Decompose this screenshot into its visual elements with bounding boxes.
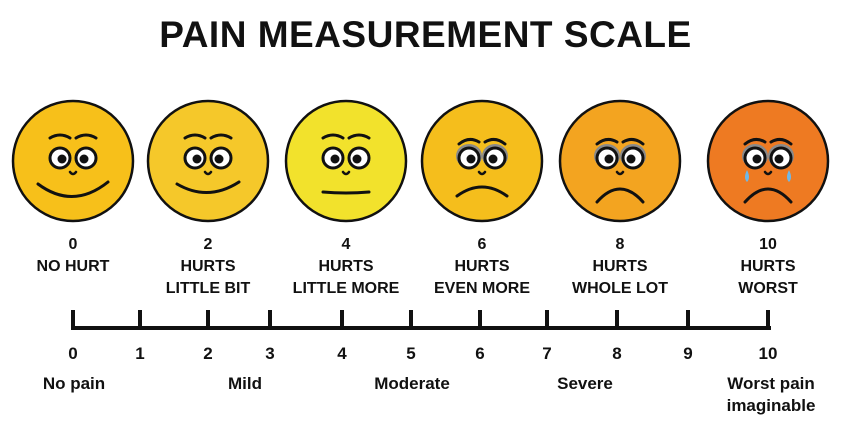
scale-tick <box>71 310 75 330</box>
scale-tick-label: 2 <box>203 344 213 363</box>
scale-tick <box>766 310 770 330</box>
face-number: 6 <box>477 236 487 253</box>
face-label-line2: LITTLE BIT <box>165 280 251 297</box>
category-moderate: Moderate <box>352 373 472 395</box>
scale-tick <box>206 310 210 330</box>
face-0-icon <box>11 99 135 223</box>
scale-tick-label: 4 <box>337 344 347 363</box>
scale-tick <box>409 310 413 330</box>
face-10-icon <box>706 99 830 223</box>
face-2 <box>145 98 271 224</box>
face-6 <box>419 98 545 224</box>
scale-line <box>73 326 771 330</box>
face-8 <box>557 98 683 224</box>
face-4 <box>283 98 409 224</box>
scale-tick <box>545 310 549 330</box>
category-no-pain: No pain <box>34 373 114 395</box>
category-worst-pain: Worst pain imaginable <box>708 373 834 417</box>
face-label-line2: WHOLE LOT <box>572 280 668 297</box>
face-6-icon <box>420 99 544 223</box>
category-label: No pain <box>42 374 106 393</box>
scale-tick-label: 7 <box>542 344 552 363</box>
face-4-icon <box>284 99 408 223</box>
scale-tick-label: 5 <box>406 344 416 363</box>
face-label-10: 10 HURTS WORST <box>693 234 843 300</box>
face-number: 2 <box>203 236 213 253</box>
category-label: Worst pain <box>727 374 815 393</box>
face-number: 0 <box>68 236 78 253</box>
face-label-line2: LITTLE MORE <box>292 280 400 297</box>
category-mild: Mild <box>205 373 285 395</box>
face-label-line1: HURTS <box>454 258 510 275</box>
face-10 <box>705 98 831 224</box>
face-label-2: 2 HURTS LITTLE BIT <box>133 234 283 300</box>
scale-tick-label: 10 <box>758 344 778 363</box>
page-title: PAIN MEASUREMENT SCALE <box>159 14 692 55</box>
face-label-line1: HURTS <box>592 258 648 275</box>
scale-tick <box>268 310 272 330</box>
scale-tick <box>686 310 690 330</box>
scale-tick-label: 3 <box>265 344 275 363</box>
scale-tick-label: 8 <box>612 344 622 363</box>
scale-tick <box>340 310 344 330</box>
face-label-8: 8 HURTS WHOLE LOT <box>545 234 695 300</box>
face-label-line1: HURTS <box>180 258 236 275</box>
face-label-line1: HURTS <box>740 258 796 275</box>
category-label-line2: imaginable <box>726 396 816 415</box>
face-number: 8 <box>615 236 625 253</box>
face-label-line1: NO HURT <box>36 258 110 275</box>
face-8-icon <box>558 99 682 223</box>
face-label-line2: WORST <box>738 280 798 297</box>
category-label: Severe <box>557 374 613 393</box>
face-label-4: 4 HURTS LITTLE MORE <box>271 234 421 300</box>
scale-tick-label: 0 <box>68 344 78 363</box>
scale-tick-label: 6 <box>475 344 485 363</box>
scale-tick <box>478 310 482 330</box>
face-label-0: 0 NO HURT <box>0 234 148 278</box>
face-number: 4 <box>341 236 351 253</box>
scale-tick <box>138 310 142 330</box>
scale-tick-label: 9 <box>683 344 693 363</box>
face-label-6: 6 HURTS EVEN MORE <box>407 234 557 300</box>
face-number: 10 <box>759 236 777 253</box>
scale-tick <box>615 310 619 330</box>
face-0 <box>10 98 136 224</box>
category-label: Mild <box>228 374 262 393</box>
face-label-line2: EVEN MORE <box>433 280 530 297</box>
scale-tick-label: 1 <box>135 344 145 363</box>
category-severe: Severe <box>535 373 635 395</box>
face-label-line1: HURTS <box>318 258 374 275</box>
face-2-icon <box>146 99 270 223</box>
category-label: Moderate <box>374 374 450 393</box>
